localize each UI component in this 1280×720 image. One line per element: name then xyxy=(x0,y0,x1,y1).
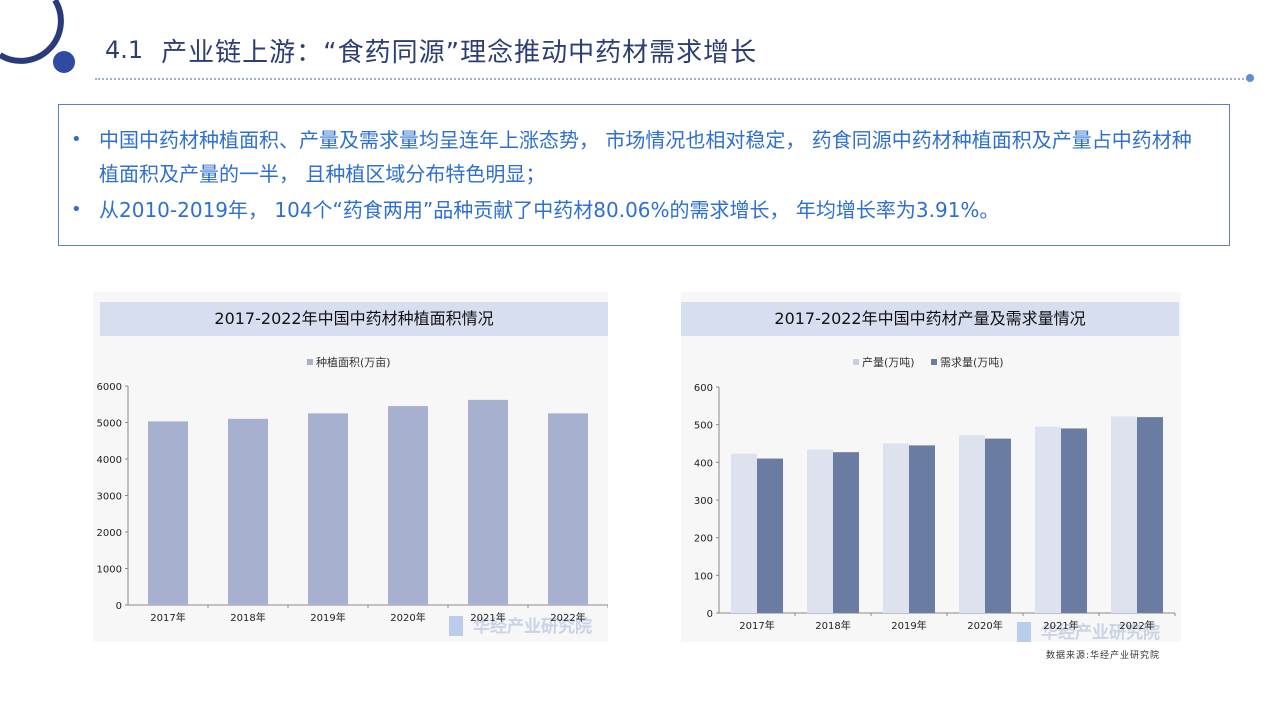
x-tick-label: 2020年 xyxy=(967,619,1002,632)
bar-1-3 xyxy=(308,413,348,605)
page-title: 4.1 产业链上游：“食药同源”理念推动中药材需求增长 xyxy=(105,30,757,70)
area-chart: 华经产业研究院 0 1000 2000 3000 4000 5000 6000 种植面积(万亩)… xyxy=(97,355,608,637)
corner-arc-decoration xyxy=(0,0,75,73)
bar-2-6 xyxy=(1137,417,1163,613)
bar-1-1 xyxy=(148,421,188,605)
summary-bullet-2: • 从2010-2019年， 104个“药食两用”品种贡献了中药材80.06%的… xyxy=(71,193,1205,227)
x-tick-label: 2017年 xyxy=(150,611,185,624)
x-tick-label: 2018年 xyxy=(815,619,850,632)
bar-1-5 xyxy=(468,399,508,605)
x-tick-label: 2022年 xyxy=(1119,619,1154,632)
x-tick-label: 2019年 xyxy=(310,611,345,624)
summary-bullet-1: • 中国中药材种植面积、产量及需求量均呈连年上涨态势， 市场情况也相对稳定， 药… xyxy=(71,123,1205,191)
summary-bullet-1-text: 中国中药材种植面积、产量及需求量均呈连年上涨态势， 市场情况也相对稳定， 药食同… xyxy=(99,128,1192,186)
legend-label-2: 需求量(万吨) xyxy=(940,356,1004,369)
output-demand-chart-title: 2017-2022年中国中药材产量及需求量情况 xyxy=(681,302,1179,336)
bar-1-5 xyxy=(1035,426,1061,613)
y-tick-label: 400 xyxy=(694,458,713,469)
watermark-text: 华经产业研究院 xyxy=(1041,622,1160,642)
bullet-dot-icon: • xyxy=(71,199,82,220)
bar-1-6 xyxy=(548,413,588,605)
watermark-logo-icon xyxy=(449,616,463,636)
bar-2-2 xyxy=(833,452,859,613)
legend-swatch-1 xyxy=(307,359,313,365)
x-tick-label: 2022年 xyxy=(550,611,585,624)
data-source-note: 数据来源:华经产业研究院 xyxy=(1046,651,1161,661)
bar-1-6 xyxy=(1111,416,1137,613)
legend-swatch-1 xyxy=(853,359,859,365)
y-tick-label: 0 xyxy=(707,609,713,620)
bar-2-3 xyxy=(909,445,935,613)
divider-dot xyxy=(1246,74,1254,82)
y-tick-label: 0 xyxy=(116,601,122,612)
bar-2-1 xyxy=(757,458,783,613)
y-tick-label: 3000 xyxy=(97,492,122,503)
output-demand-chart-panel: 2017-2022年中国中药材产量及需求量情况 华经产业研究院 0 100 200 30… xyxy=(681,292,1181,642)
x-tick-label: 2021年 xyxy=(1043,619,1078,632)
title-divider xyxy=(95,78,1248,80)
watermark-text: 华经产业研究院 xyxy=(473,616,592,637)
y-tick-label: 6000 xyxy=(97,382,122,393)
bullet-dot-icon: • xyxy=(71,129,82,150)
y-tick-label: 4000 xyxy=(97,455,122,466)
legend-label-1: 种植面积(万亩) xyxy=(316,355,391,369)
y-tick-label: 100 xyxy=(694,571,713,582)
x-tick-label: 2019年 xyxy=(891,619,926,632)
bar-1-1 xyxy=(731,453,757,613)
y-tick-label: 600 xyxy=(694,383,713,394)
y-tick-label: 1000 xyxy=(97,565,122,576)
x-tick-label: 2017年 xyxy=(739,619,774,632)
bar-2-4 xyxy=(985,438,1011,613)
bar-2-5 xyxy=(1061,428,1087,613)
summary-box: • 中国中药材种植面积、产量及需求量均呈连年上涨态势， 市场情况也相对稳定， 药… xyxy=(58,104,1230,246)
bar-1-2 xyxy=(228,418,268,605)
bar-1-3 xyxy=(883,443,909,613)
x-tick-label: 2018年 xyxy=(230,611,265,624)
y-tick-label: 500 xyxy=(694,421,713,432)
summary-bullet-2-text: 从2010-2019年， 104个“药食两用”品种贡献了中药材80.06%的需求… xyxy=(99,198,1000,222)
y-tick-label: 200 xyxy=(694,534,713,545)
bar-1-4 xyxy=(388,406,428,605)
x-tick-label: 2020年 xyxy=(390,611,425,624)
watermark-logo-icon xyxy=(1017,622,1031,642)
section-title: 产业链上游：“食药同源”理念推动中药材需求增长 xyxy=(161,37,758,68)
area-chart-title: 2017-2022年中国中药材种植面积情况 xyxy=(100,302,608,336)
legend-label-1: 产量(万吨) xyxy=(862,355,915,369)
section-number: 4.1 xyxy=(105,36,144,64)
bar-1-4 xyxy=(959,435,985,613)
bar-1-2 xyxy=(807,449,833,613)
output-demand-chart: 华经产业研究院 0 100 200 300 400 500 600 产量(万吨) 需求量(万吨) 2… xyxy=(694,355,1176,642)
y-tick-label: 5000 xyxy=(97,419,122,430)
y-tick-label: 2000 xyxy=(97,528,122,539)
legend-swatch-2 xyxy=(931,359,937,365)
y-tick-label: 300 xyxy=(694,496,713,507)
area-chart-panel: 2017-2022年中国中药材种植面积情况 华经产业研究院 0 1000 2000 30… xyxy=(93,292,608,642)
x-tick-label: 2021年 xyxy=(470,611,505,624)
